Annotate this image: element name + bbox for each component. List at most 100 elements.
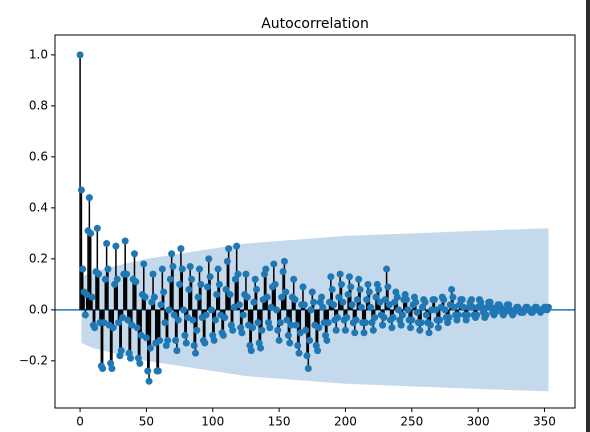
marker	[186, 262, 194, 270]
y-tick-label: 0.4	[29, 200, 48, 214]
marker	[132, 278, 140, 286]
x-tick-label: 200	[334, 415, 357, 429]
marker	[141, 293, 149, 301]
marker	[280, 257, 288, 265]
marker	[123, 270, 131, 278]
x-tick-label: 350	[533, 415, 556, 429]
marker	[345, 273, 353, 281]
marker	[274, 326, 282, 334]
marker	[323, 336, 331, 344]
window-edge	[586, 0, 590, 432]
marker	[189, 316, 197, 324]
marker	[133, 324, 141, 332]
marker	[376, 298, 384, 306]
marker	[91, 324, 99, 332]
marker	[222, 285, 230, 293]
marker	[434, 324, 442, 332]
marker	[304, 364, 312, 372]
marker	[211, 316, 219, 324]
marker	[79, 265, 87, 273]
marker	[355, 275, 363, 283]
marker	[229, 326, 237, 334]
marker	[266, 324, 274, 332]
marker	[294, 342, 302, 350]
marker	[156, 336, 164, 344]
marker	[276, 319, 284, 327]
marker	[360, 329, 368, 337]
marker	[270, 260, 278, 268]
marker	[101, 275, 109, 283]
marker	[207, 306, 215, 314]
marker	[348, 301, 356, 309]
marker	[430, 296, 438, 304]
marker	[406, 324, 414, 332]
marker	[76, 51, 84, 59]
marker	[460, 303, 468, 311]
marker	[164, 336, 172, 344]
marker	[296, 329, 304, 337]
marker	[425, 329, 433, 337]
marker	[306, 336, 314, 344]
marker	[319, 303, 327, 311]
marker	[192, 349, 200, 357]
marker	[166, 275, 174, 283]
marker	[149, 270, 157, 278]
marker	[454, 311, 462, 319]
marker	[347, 283, 355, 291]
marker	[292, 321, 300, 329]
marker	[234, 270, 242, 278]
marker	[371, 313, 379, 321]
marker	[356, 285, 364, 293]
marker	[188, 275, 196, 283]
marker	[112, 242, 120, 250]
marker	[154, 367, 162, 375]
marker	[328, 285, 336, 293]
marker	[130, 250, 138, 258]
marker	[180, 306, 188, 314]
marker	[161, 319, 169, 327]
marker	[380, 313, 388, 321]
marker	[278, 293, 286, 301]
marker	[168, 250, 176, 258]
marker	[337, 280, 345, 288]
marker	[126, 354, 134, 362]
marker	[365, 288, 373, 296]
marker	[399, 311, 407, 319]
marker	[113, 275, 121, 283]
y-tick-label: 0.8	[29, 98, 48, 112]
x-tick-label: 50	[139, 415, 154, 429]
marker	[258, 326, 266, 334]
marker	[215, 280, 223, 288]
marker	[230, 303, 238, 311]
marker	[384, 283, 392, 291]
marker	[364, 280, 372, 288]
marker	[190, 342, 198, 350]
marker	[275, 336, 283, 344]
marker	[440, 296, 448, 304]
marker	[85, 194, 93, 202]
marker	[242, 270, 250, 278]
marker	[303, 352, 311, 360]
y-tick-label: 1.0	[29, 47, 48, 61]
marker	[251, 275, 259, 283]
marker	[379, 321, 387, 329]
marker	[214, 265, 222, 273]
marker	[250, 298, 258, 306]
marker	[140, 260, 148, 268]
marker	[267, 303, 275, 311]
marker	[117, 347, 125, 355]
marker	[421, 298, 429, 306]
marker	[263, 293, 271, 301]
marker	[100, 319, 108, 327]
chart-title: Autocorrelation	[261, 16, 369, 32]
marker	[385, 301, 393, 309]
x-tick-label: 250	[400, 415, 423, 429]
marker	[332, 326, 340, 334]
marker	[83, 291, 91, 299]
marker	[184, 313, 192, 321]
marker	[93, 224, 101, 232]
marker	[272, 306, 280, 314]
marker	[544, 303, 552, 311]
marker	[142, 334, 150, 342]
